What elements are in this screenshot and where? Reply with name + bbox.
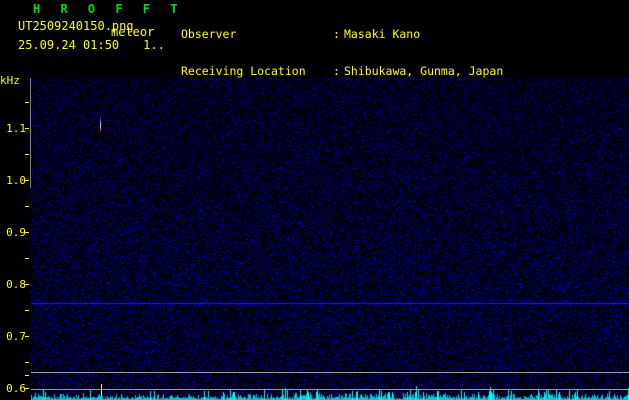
datetime-label: 25.09.24 01:50 1.. xyxy=(18,39,165,52)
datetime-value: 25.09.24 01:50 xyxy=(18,38,120,52)
y-axis-tick xyxy=(25,388,29,389)
metadata-value: Masaki Kano xyxy=(344,27,421,42)
y-axis-minor-tick xyxy=(25,206,29,207)
y-axis-tick-label: 0.9 xyxy=(6,226,26,239)
amplitude-strip xyxy=(31,386,629,400)
page-title: H R O F F T xyxy=(33,2,184,16)
y-axis-tick xyxy=(25,232,29,233)
y-axis-tick-label: 0.7 xyxy=(6,330,26,343)
metadata-key: Observer xyxy=(181,27,237,42)
count-value: 1.. xyxy=(143,38,165,52)
y-axis-tick xyxy=(25,180,29,181)
header: H R O F F T UT2509240150.png meteor 25.0… xyxy=(0,0,629,151)
metadata-key: Receiving Location xyxy=(181,64,306,78)
y-axis-tick xyxy=(25,336,29,337)
y-axis-tick xyxy=(25,128,29,129)
spectrogram-panel: kHz 1.11.00.90.80.70.6 01510152015301540… xyxy=(0,70,629,400)
y-axis-tick-label: 1.0 xyxy=(6,174,26,187)
metadata-colon: : xyxy=(333,27,340,42)
metadata-colon: : xyxy=(333,64,340,78)
filename-label: UT2509240150.png xyxy=(18,19,134,33)
spectrogram-canvas[interactable] xyxy=(31,78,629,400)
metadata-row: Receiving Location: Shibukawa, Gunma, Jap… xyxy=(181,65,559,77)
y-axis-minor-tick xyxy=(25,310,29,311)
reference-line xyxy=(31,372,629,373)
meteor-echo-trace xyxy=(100,116,101,132)
y-axis-tick xyxy=(25,284,29,285)
overlay-label: meteor xyxy=(111,25,155,39)
y-axis-tick-label: 0.8 xyxy=(6,278,26,291)
metadata-row: Observer: Masaki Kano xyxy=(181,28,559,40)
metadata-value: Shibukawa, Gunma, Japan xyxy=(344,64,504,78)
y-axis-tick-label: 0.6 xyxy=(6,382,26,395)
y-axis-tick-label: 1.1 xyxy=(6,122,26,135)
y-axis-line xyxy=(30,78,31,188)
y-axis-unit-label: kHz xyxy=(0,74,20,87)
noise-floor xyxy=(31,78,629,400)
y-axis-minor-tick xyxy=(25,375,29,376)
carrier-line xyxy=(31,303,629,304)
y-axis-minor-tick xyxy=(25,102,29,103)
y-axis-minor-tick xyxy=(25,154,29,155)
y-axis-minor-tick xyxy=(25,258,29,259)
y-axis-minor-tick xyxy=(25,362,29,363)
